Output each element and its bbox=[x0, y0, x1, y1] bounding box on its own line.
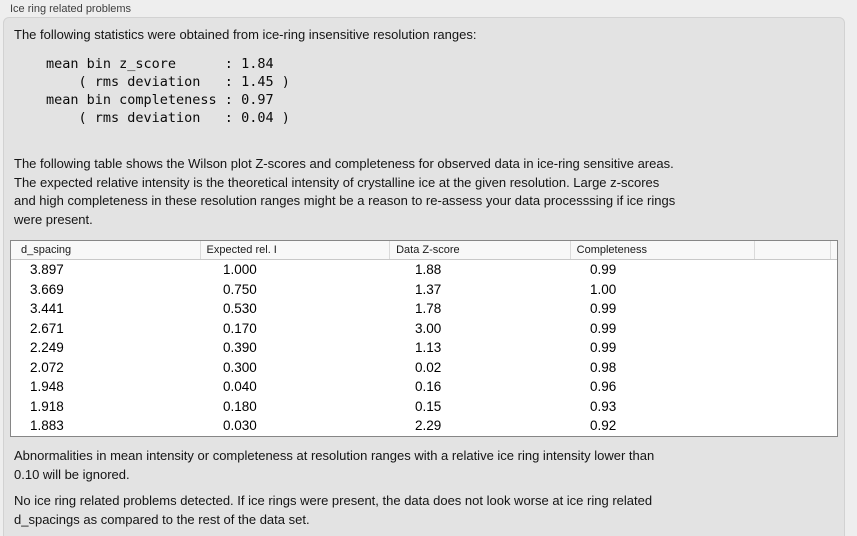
panel-title: Ice ring related problems bbox=[10, 3, 132, 15]
cell-data-z-score: 1.13 bbox=[415, 340, 442, 355]
cell-data-z-score: 1.88 bbox=[415, 262, 442, 277]
cell-expected-rel-i: 0.530 bbox=[223, 301, 257, 316]
cell-data-z-score: 0.02 bbox=[415, 359, 442, 375]
ice-ring-panel: The following statistics were obtained f… bbox=[3, 17, 845, 536]
cell-data-z-score: 0.16 bbox=[415, 379, 442, 394]
table-row[interactable]: 3.669 0.750 1.37 1.00 bbox=[11, 280, 837, 300]
cell-completeness: 0.99 bbox=[590, 340, 617, 355]
column-header-d-spacing[interactable]: d_spacing bbox=[11, 241, 201, 259]
cell-completeness: 0.92 bbox=[590, 418, 617, 433]
cell-expected-rel-i: 0.030 bbox=[223, 418, 257, 433]
cell-completeness: 0.99 bbox=[590, 301, 617, 316]
cell-expected-rel-i: 0.750 bbox=[223, 281, 257, 297]
column-header-expected-rel-i[interactable]: Expected rel. I bbox=[201, 241, 391, 259]
column-header-data-z-score[interactable]: Data Z-score bbox=[390, 241, 571, 259]
cell-completeness: 0.96 bbox=[590, 379, 617, 394]
intro-text: The following statistics were obtained f… bbox=[14, 27, 477, 42]
cell-d-spacing: 2.249 bbox=[30, 340, 64, 355]
table-row[interactable]: 1.918 0.180 0.15 0.93 bbox=[11, 397, 837, 417]
cell-d-spacing: 2.072 bbox=[30, 359, 64, 375]
cell-expected-rel-i: 0.180 bbox=[223, 398, 257, 414]
table-header-row: d_spacing Expected rel. I Data Z-score C… bbox=[11, 241, 837, 260]
cell-completeness: 0.99 bbox=[590, 262, 617, 277]
table-row[interactable]: 3.897 1.000 1.88 0.99 bbox=[11, 260, 837, 280]
cell-d-spacing: 3.441 bbox=[30, 301, 64, 316]
cell-expected-rel-i: 0.390 bbox=[223, 340, 257, 355]
column-header-empty bbox=[755, 241, 832, 259]
cell-data-z-score: 3.00 bbox=[415, 320, 442, 336]
cell-completeness: 1.00 bbox=[590, 281, 617, 297]
cell-data-z-score: 0.15 bbox=[415, 398, 442, 414]
cell-d-spacing: 2.671 bbox=[30, 320, 64, 336]
ice-ring-table: d_spacing Expected rel. I Data Z-score C… bbox=[10, 240, 838, 437]
cell-d-spacing: 1.948 bbox=[30, 379, 64, 394]
table-row[interactable]: 2.671 0.170 3.00 0.99 bbox=[11, 319, 837, 339]
cell-d-spacing: 3.669 bbox=[30, 281, 64, 297]
table-body: 3.897 1.000 1.88 0.99 3.669 0.750 1.37 1… bbox=[11, 260, 837, 436]
cell-data-z-score: 1.37 bbox=[415, 281, 442, 297]
column-header-filler bbox=[831, 241, 837, 259]
conclusion-text: No ice ring related problems detected. I… bbox=[14, 493, 653, 527]
cell-expected-rel-i: 0.170 bbox=[223, 320, 257, 336]
cell-completeness: 0.99 bbox=[590, 320, 617, 336]
cell-data-z-score: 1.78 bbox=[415, 301, 442, 316]
ignore-note: Abnormalities in mean intensity or compl… bbox=[14, 448, 655, 482]
cell-d-spacing: 1.918 bbox=[30, 398, 64, 414]
table-row[interactable]: 1.948 0.040 0.16 0.96 bbox=[11, 377, 837, 397]
table-row[interactable]: 2.072 0.300 0.02 0.98 bbox=[11, 358, 837, 378]
cell-expected-rel-i: 0.040 bbox=[223, 379, 257, 394]
cell-expected-rel-i: 0.300 bbox=[223, 359, 257, 375]
table-row[interactable]: 2.249 0.390 1.13 0.99 bbox=[11, 338, 837, 358]
table-row[interactable]: 3.441 0.530 1.78 0.99 bbox=[11, 299, 837, 319]
cell-completeness: 0.98 bbox=[590, 359, 617, 375]
table-description: The following table shows the Wilson plo… bbox=[14, 156, 676, 227]
table-row[interactable]: 1.883 0.030 2.29 0.92 bbox=[11, 416, 837, 436]
cell-data-z-score: 2.29 bbox=[415, 418, 442, 433]
cell-d-spacing: 3.897 bbox=[30, 262, 64, 277]
cell-completeness: 0.93 bbox=[590, 398, 617, 414]
column-header-completeness[interactable]: Completeness bbox=[571, 241, 756, 259]
stats-block: mean bin z_score : 1.84 ( rms deviation … bbox=[46, 56, 290, 126]
cell-expected-rel-i: 1.000 bbox=[223, 262, 257, 277]
cell-d-spacing: 1.883 bbox=[30, 418, 64, 433]
